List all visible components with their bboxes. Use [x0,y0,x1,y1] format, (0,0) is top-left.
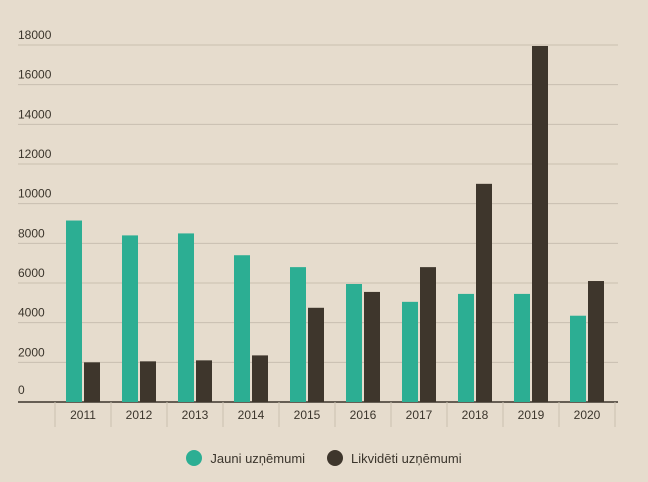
y-tick-label: 14000 [18,107,52,121]
x-tick-label: 2012 [126,408,153,422]
y-tick-label: 0 [18,383,25,397]
bar-likvideti [84,362,100,402]
y-tick-label: 10000 [18,187,52,201]
bar-jauni [178,233,194,402]
x-tick-label: 2016 [350,408,377,422]
bar-jauni [346,283,362,402]
bar-likvideti [308,307,324,402]
legend-swatch-jauni [186,450,203,466]
bar-likvideti [140,361,156,402]
bar-jauni [458,293,474,402]
legend-label-likvideti: Likvidēti uzņēmumi [351,450,462,466]
bar-likvideti [364,291,380,402]
bar-likvideti [252,355,268,402]
y-tick-label: 6000 [18,266,45,280]
y-tick-label: 16000 [18,68,52,82]
y-tick-label: 12000 [18,147,52,161]
bar-jauni [514,293,530,402]
x-tick-label: 2020 [574,408,601,422]
legend-swatch-likvideti [327,450,344,466]
bar-jauni [402,301,418,402]
x-tick-label: 2017 [406,408,433,422]
y-tick-label: 4000 [18,306,45,320]
bar-likvideti [588,281,604,402]
bar-jauni [290,267,306,402]
legend-item-likvideti: Likvidēti uzņēmumi [327,450,462,466]
bar-likvideti [532,45,548,402]
bar-jauni [66,220,82,402]
x-tick-label: 2011 [70,408,96,422]
bar-jauni [570,315,586,402]
bar-likvideti [196,360,212,402]
bar-jauni [122,235,138,402]
y-tick-label: 8000 [18,226,45,240]
x-tick-label: 2014 [238,408,265,422]
y-tick-label: 18000 [18,28,52,42]
y-tick-label: 2000 [18,345,45,359]
legend-item-jauni: Jauni uzņēmumi [186,450,305,466]
bar-likvideti [420,267,436,402]
legend: Jauni uzņēmumi Likvidēti uzņēmumi [0,450,648,466]
x-tick-label: 2015 [294,408,321,422]
x-tick-label: 2018 [462,408,489,422]
legend-label-jauni: Jauni uzņēmumi [210,450,306,466]
x-tick-label: 2013 [182,408,209,422]
bar-jauni [234,255,250,402]
bar-likvideti [476,183,492,402]
x-tick-label: 2019 [518,408,545,422]
